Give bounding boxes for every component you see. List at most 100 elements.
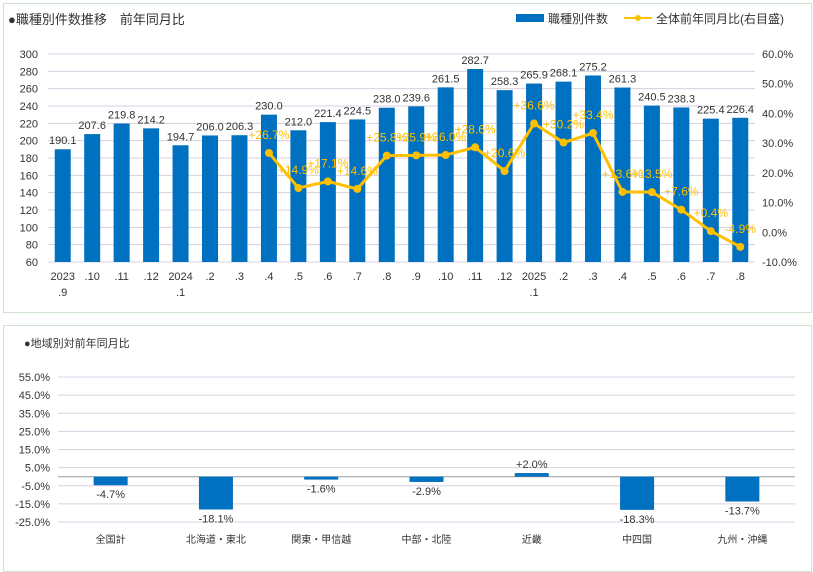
x-tick-label: .11 bbox=[468, 271, 482, 283]
y2-tick-label: 50.0% bbox=[762, 79, 793, 91]
bar bbox=[732, 117, 749, 262]
y-tick-label: 240 bbox=[20, 101, 38, 113]
bar bbox=[467, 68, 484, 262]
yoy-label: +30.2% bbox=[543, 118, 584, 132]
bar-value-label: 224.5 bbox=[344, 105, 372, 117]
y2-tick-label: -10.0% bbox=[762, 257, 797, 269]
bar-value-label: -18.3% bbox=[620, 514, 655, 526]
x-tick-label: .2 bbox=[205, 271, 214, 283]
x-tick-label: 2025 bbox=[522, 271, 546, 283]
bar bbox=[319, 122, 336, 263]
legend-bar-label: 職種別件数 bbox=[548, 11, 608, 26]
yoy-label: +33.4% bbox=[572, 108, 613, 122]
x-tick-label: .7 bbox=[353, 271, 362, 283]
x-tick-label: .7 bbox=[706, 271, 715, 283]
y-tick-label: 120 bbox=[20, 205, 38, 217]
bar bbox=[725, 476, 760, 502]
y-tick-label: 5.0% bbox=[25, 463, 50, 475]
yoy-marker bbox=[677, 205, 686, 214]
yoy-marker bbox=[323, 177, 332, 186]
bar-value-label: 214.2 bbox=[137, 114, 165, 126]
bar-value-label: -2.9% bbox=[412, 486, 441, 498]
x-tick-label: 2023 bbox=[50, 271, 74, 283]
bar-value-label: 275.2 bbox=[579, 61, 607, 73]
bar bbox=[290, 130, 307, 262]
bar bbox=[584, 75, 601, 262]
yoy-marker bbox=[353, 184, 362, 193]
bar bbox=[198, 476, 233, 510]
x-tick-label: .9 bbox=[412, 271, 421, 283]
bar-value-label: 221.4 bbox=[314, 108, 342, 120]
bar-value-label: -13.7% bbox=[725, 506, 760, 518]
yoy-label: +25.8% bbox=[366, 131, 407, 145]
y-tick-label: 260 bbox=[20, 84, 38, 96]
yoy-marker bbox=[530, 119, 539, 128]
y2-tick-label: 10.0% bbox=[762, 198, 793, 210]
yoy-label: +26.7% bbox=[248, 128, 289, 142]
yoy-marker bbox=[706, 227, 715, 236]
bar-value-label: 206.3 bbox=[226, 121, 254, 133]
y-tick-label: 80 bbox=[26, 240, 38, 252]
x-tick-label: .5 bbox=[294, 271, 303, 283]
yoy-label: +14.6% bbox=[337, 164, 378, 178]
bar-value-label: 226.4 bbox=[727, 104, 755, 116]
bottom-chart-title: ●地域別対前年同月比 bbox=[24, 336, 130, 350]
y-tick-label: 55.0% bbox=[19, 372, 50, 384]
x-tick-label: 2024 bbox=[168, 271, 192, 283]
bar-value-label: 240.5 bbox=[638, 92, 666, 104]
bar bbox=[304, 476, 339, 480]
yoy-marker bbox=[618, 187, 627, 196]
y-tick-label: 180 bbox=[20, 153, 38, 165]
bar-value-label: 225.4 bbox=[697, 105, 725, 117]
bar-value-label: 190.1 bbox=[49, 135, 77, 147]
yoy-label: +36.6% bbox=[514, 99, 555, 113]
bar bbox=[437, 87, 454, 262]
yoy-marker bbox=[736, 242, 745, 251]
x-tick-label: 中四国 bbox=[622, 533, 652, 546]
bar bbox=[93, 476, 128, 486]
y-tick-label: 35.0% bbox=[19, 408, 50, 420]
x-tick-label: .2 bbox=[559, 271, 568, 283]
yoy-label: +28.6% bbox=[455, 122, 496, 136]
bar bbox=[84, 134, 101, 262]
x-tick-label: .1 bbox=[176, 287, 185, 299]
yoy-marker bbox=[412, 151, 421, 160]
y-tick-label: 200 bbox=[20, 136, 38, 148]
y-tick-label: 140 bbox=[20, 188, 38, 200]
bar bbox=[202, 135, 219, 262]
x-tick-label: .3 bbox=[235, 271, 244, 283]
yoy-marker bbox=[647, 188, 656, 197]
y-tick-label: 220 bbox=[20, 118, 38, 130]
y-tick-label: 45.0% bbox=[19, 390, 50, 402]
bar bbox=[555, 81, 572, 262]
yoy-marker bbox=[382, 151, 391, 160]
bar bbox=[172, 145, 189, 262]
bar-value-label: 230.0 bbox=[255, 101, 283, 113]
yoy-marker bbox=[559, 138, 568, 147]
x-tick-label: .3 bbox=[588, 271, 597, 283]
yoy-marker bbox=[294, 184, 303, 193]
x-tick-label: 関東・甲信越 bbox=[291, 533, 351, 546]
x-tick-label: .9 bbox=[58, 287, 67, 299]
x-tick-label: .8 bbox=[382, 271, 391, 283]
yoy-marker bbox=[264, 148, 273, 157]
yoy-label: -4.9% bbox=[725, 222, 757, 236]
top-chart-title: ●職種別件数推移 前年同月比 bbox=[8, 12, 185, 27]
x-tick-label: 北海道・東北 bbox=[186, 533, 246, 546]
bar-value-label: 194.7 bbox=[167, 131, 195, 143]
bar-value-label: 212.0 bbox=[285, 116, 313, 128]
yoy-label: +25.9% bbox=[396, 130, 437, 144]
yoy-label: +20.6% bbox=[484, 146, 525, 160]
x-tick-label: .12 bbox=[143, 271, 158, 283]
x-tick-label: .4 bbox=[618, 271, 627, 283]
y-tick-label: -5.0% bbox=[21, 481, 50, 493]
bar-value-label: 268.1 bbox=[550, 68, 578, 80]
bar bbox=[113, 123, 130, 262]
bar-value-label: 265.9 bbox=[520, 70, 548, 82]
x-tick-label: .6 bbox=[677, 271, 686, 283]
x-tick-label: .4 bbox=[264, 271, 273, 283]
bar bbox=[702, 118, 719, 262]
y-tick-label: -15.0% bbox=[15, 499, 50, 511]
y-tick-label: 280 bbox=[20, 66, 38, 78]
legend-bar-swatch bbox=[516, 14, 544, 22]
